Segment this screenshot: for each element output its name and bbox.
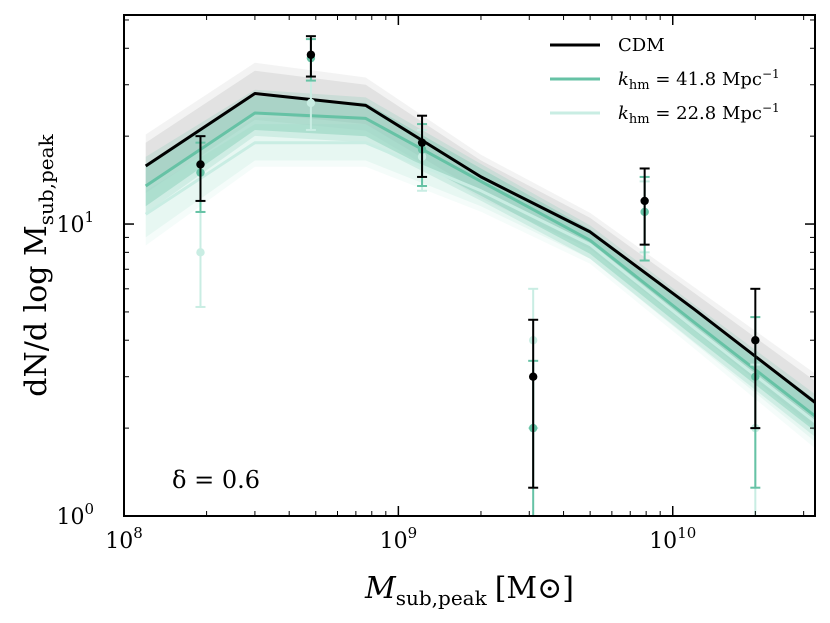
data-point-0-4 (640, 196, 649, 206)
series-line-1 (144, 111, 815, 418)
legend-label-main-1: = 41.8 Mpc (650, 69, 762, 90)
data-point-0-3 (528, 372, 538, 381)
series-line-0 (144, 92, 815, 404)
x-tick-base-1: 10 (380, 529, 408, 554)
plot-frame (123, 14, 816, 517)
y-tick-label-0: 100 (56, 500, 94, 530)
band-1-layer-0 (145, 89, 815, 437)
x-tick-exp-2: 10 (677, 524, 696, 542)
y-axis-label-sub: sub,peak (34, 133, 58, 225)
legend-label-prefix-1: k (618, 69, 629, 90)
band-2-layer-0 (145, 117, 815, 449)
data-point-0-0 (196, 160, 205, 169)
y-tick-exp-0: 0 (84, 500, 94, 518)
series-line-2 (144, 141, 815, 424)
x-tick-exp-1: 9 (408, 524, 418, 542)
data-point-2-1 (306, 98, 316, 108)
x-tick-label-0: 108 (105, 524, 143, 554)
band-2-layer-1 (145, 124, 815, 442)
x-tick-base-2: 10 (649, 529, 677, 554)
x-axis-label-main: M (364, 571, 397, 606)
x-tick-label-1: 109 (380, 524, 418, 554)
data-points (195, 35, 761, 516)
data-point-0-5 (751, 336, 760, 345)
x-axis-label-units: [M⊙] (495, 571, 574, 606)
legend-label-0: CDM (618, 35, 665, 56)
data-point-0-1 (306, 50, 316, 59)
band-0-layer-1 (145, 70, 815, 422)
series-lines (144, 92, 815, 424)
legend-label-1: khm = 41.8 Mpc−1 (618, 67, 780, 93)
y-tick-label-1: 101 (56, 208, 94, 238)
legend-label-prefix-2: k (618, 103, 629, 124)
x-axis-label: Msub,peak [M⊙] (364, 571, 574, 610)
legend-label-main-2: = 22.8 Mpc (650, 103, 762, 124)
data-point-2-0 (196, 248, 205, 257)
x-axis-label-sub: sub,peak (396, 586, 488, 610)
band-1-layer-1 (145, 95, 815, 432)
legend-label-2: khm = 22.8 Mpc−1 (618, 101, 780, 127)
legend-label-sup-1: −1 (762, 67, 780, 81)
delta-annotation: δ = 0.6 (172, 466, 260, 494)
y-tick-base-0: 10 (56, 505, 84, 530)
x-tick-label-2: 1010 (649, 524, 696, 554)
x-tick-exp-0: 8 (133, 524, 143, 542)
legend-label-sub-2: hm (629, 112, 650, 127)
y-axis-label-main: dN/d log M (19, 225, 54, 396)
data-point-0-2 (417, 138, 427, 147)
y-tick-exp-1: 1 (84, 208, 94, 226)
uncertainty-bands (145, 62, 815, 449)
y-axis-label: dN/d log Msub,peak (19, 133, 58, 396)
band-0-layer-0 (145, 62, 815, 429)
x-tick-base-0: 10 (105, 529, 133, 554)
legend-label-sup-2: −1 (762, 101, 780, 115)
legend-label-sub-1: hm (629, 78, 650, 93)
y-tick-base-1: 10 (56, 213, 84, 238)
